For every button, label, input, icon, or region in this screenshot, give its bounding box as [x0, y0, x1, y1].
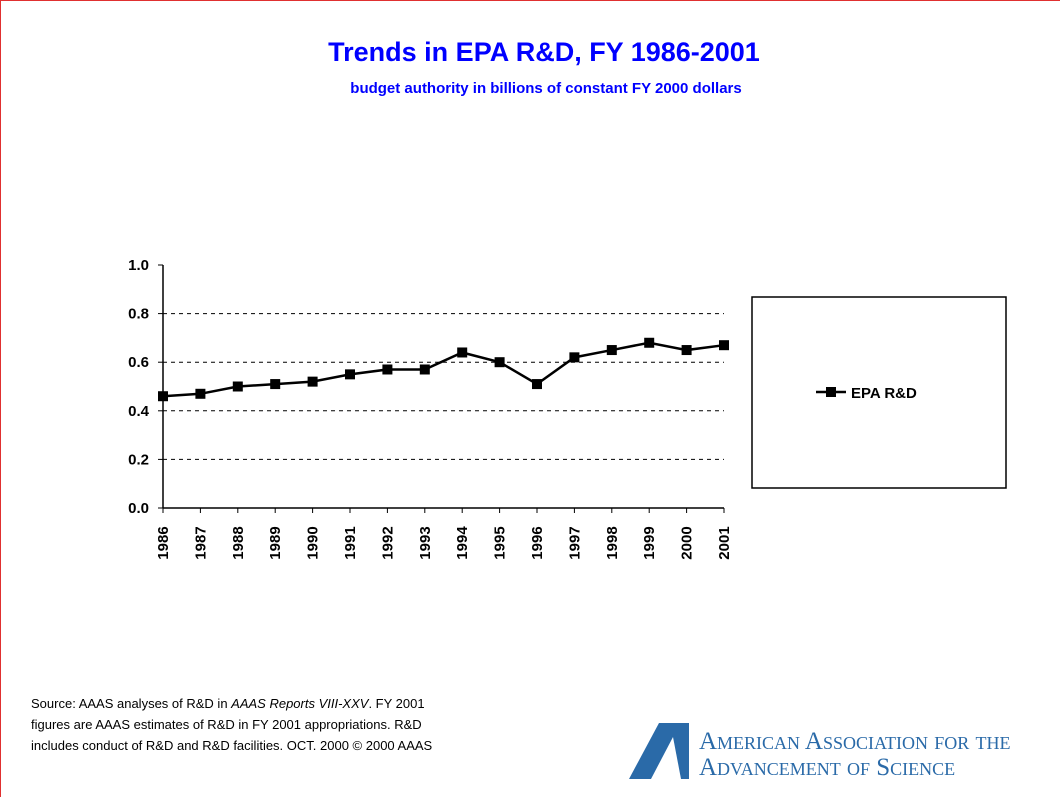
x-tick-label: 1994: [454, 526, 471, 560]
data-point: [457, 347, 468, 358]
logo-icon: [629, 723, 689, 779]
y-tick-label: 0.8: [128, 306, 149, 323]
y-tick-label: 0.2: [128, 451, 149, 468]
source-text: AAAS Reports VIII-XXV: [231, 696, 369, 711]
data-point: [232, 381, 243, 392]
x-tick-label: 1986: [155, 526, 172, 559]
x-tick-label: 1995: [492, 526, 509, 559]
data-point: [195, 388, 206, 399]
data-point: [382, 364, 393, 375]
legend-label: EPA R&D: [851, 385, 917, 402]
legend-marker: [826, 387, 836, 397]
data-point: [494, 357, 505, 368]
data-point: [644, 337, 655, 348]
x-tick-label: 1987: [192, 526, 209, 559]
x-tick-label: 1999: [641, 526, 658, 559]
data-point: [606, 345, 617, 356]
x-tick-label: 2001: [716, 526, 733, 559]
x-tick-label: 1998: [604, 526, 621, 559]
x-tick-label: 1991: [342, 526, 359, 559]
x-tick-label: 1992: [379, 526, 396, 559]
logo-text: Advancement of Science: [699, 754, 956, 781]
x-tick-label: 1989: [267, 526, 284, 559]
data-point: [307, 376, 318, 387]
source-note: Source: AAAS analyses of R&D in AAAS Rep…: [31, 693, 441, 756]
data-point: [681, 345, 692, 356]
series-line: [162, 341, 725, 398]
legend-box: [751, 296, 1007, 489]
data-point: [719, 340, 729, 351]
x-tick-label: 1997: [566, 526, 583, 559]
x-tick-label: 1996: [529, 526, 546, 559]
x-tick-label: 1988: [230, 526, 247, 559]
source-text: . FY 2001 figures are AAAS estimates of …: [31, 696, 433, 753]
y-tick-label: 1.0: [128, 257, 149, 274]
x-tick-label: 2000: [679, 526, 696, 559]
data-point: [158, 391, 168, 402]
chart-subtitle: budget authority in billions of constant…: [350, 80, 741, 97]
x-tick-label: 1990: [305, 526, 322, 559]
data-point: [345, 369, 355, 380]
y-tick-label: 0.0: [128, 500, 149, 517]
logo-text: American Association for the: [699, 728, 1011, 755]
data-point: [569, 352, 580, 363]
data-point: [419, 364, 430, 375]
source-text: Source: AAAS analyses of R&D in: [31, 696, 232, 711]
data-point: [532, 379, 542, 390]
data-point: [270, 379, 281, 390]
chart-title: Trends in EPA R&D, FY 1986-2001: [328, 37, 760, 67]
chart: Trends in EPA R&D, FY 1986-2001 budget a…: [128, 37, 1007, 560]
x-tick-label: 1993: [417, 526, 434, 559]
y-tick-label: 0.6: [128, 354, 149, 371]
y-tick-label: 0.4: [128, 403, 150, 420]
logo: American Association for the Advancement …: [629, 723, 1049, 781]
